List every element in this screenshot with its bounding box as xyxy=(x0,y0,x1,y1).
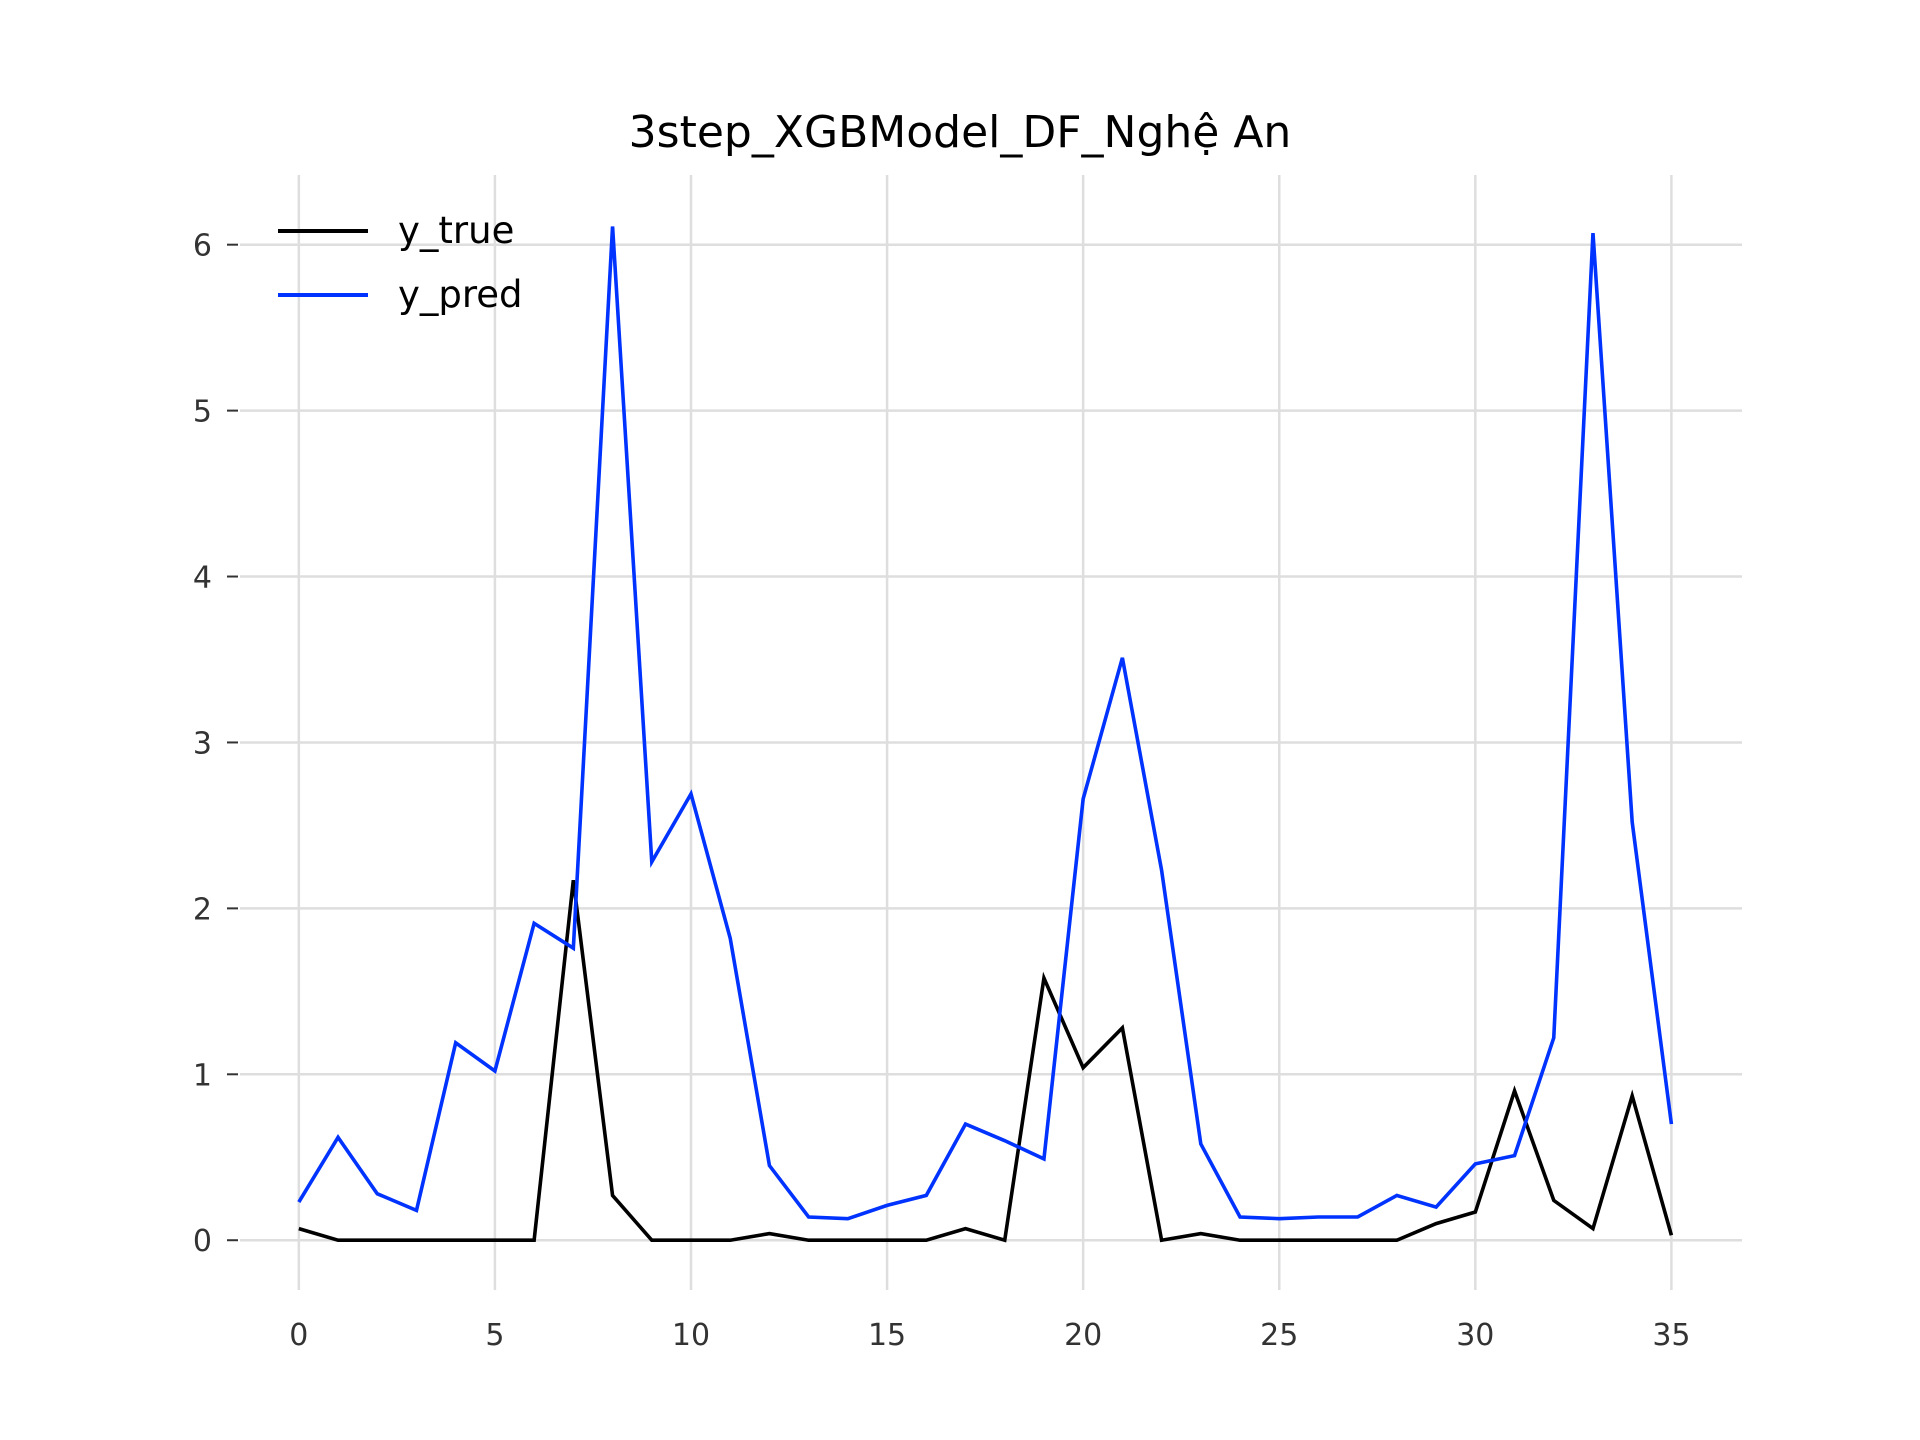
x-tick-label: 0 xyxy=(289,1318,308,1353)
y-tick-label: 2 xyxy=(193,892,212,927)
series-lines xyxy=(297,226,1674,1243)
chart-title: 3step_XGBModel_DF_Nghệ An xyxy=(629,107,1292,158)
x-tick-label: 30 xyxy=(1456,1318,1494,1353)
y-tick-label: 4 xyxy=(193,561,212,596)
x-tick-label: 15 xyxy=(868,1318,906,1353)
series-line-y-true xyxy=(298,879,1674,1243)
x-tick-label: 10 xyxy=(672,1318,710,1353)
legend-label-y-true: y_true xyxy=(398,209,514,252)
series-line-y-pred xyxy=(297,226,1674,1221)
y-tick-label: 0 xyxy=(193,1224,212,1259)
grid xyxy=(240,175,1742,1290)
x-tick-label: 25 xyxy=(1260,1318,1298,1353)
y-tick-label: 3 xyxy=(193,726,212,761)
axis-ticks: 0 5 10 15 20 25 30 35 0 1 2 3 4 5 6 xyxy=(193,229,1691,1353)
y-tick-label: 6 xyxy=(193,229,212,264)
legend: y_true y_pred xyxy=(278,209,523,316)
y-tick-label: 5 xyxy=(193,395,212,430)
y-tick-label: 1 xyxy=(193,1058,212,1093)
x-tick-label: 20 xyxy=(1064,1318,1102,1353)
legend-label-y-pred: y_pred xyxy=(398,273,523,316)
x-tick-label: 35 xyxy=(1652,1318,1690,1353)
x-tick-label: 5 xyxy=(485,1318,504,1353)
